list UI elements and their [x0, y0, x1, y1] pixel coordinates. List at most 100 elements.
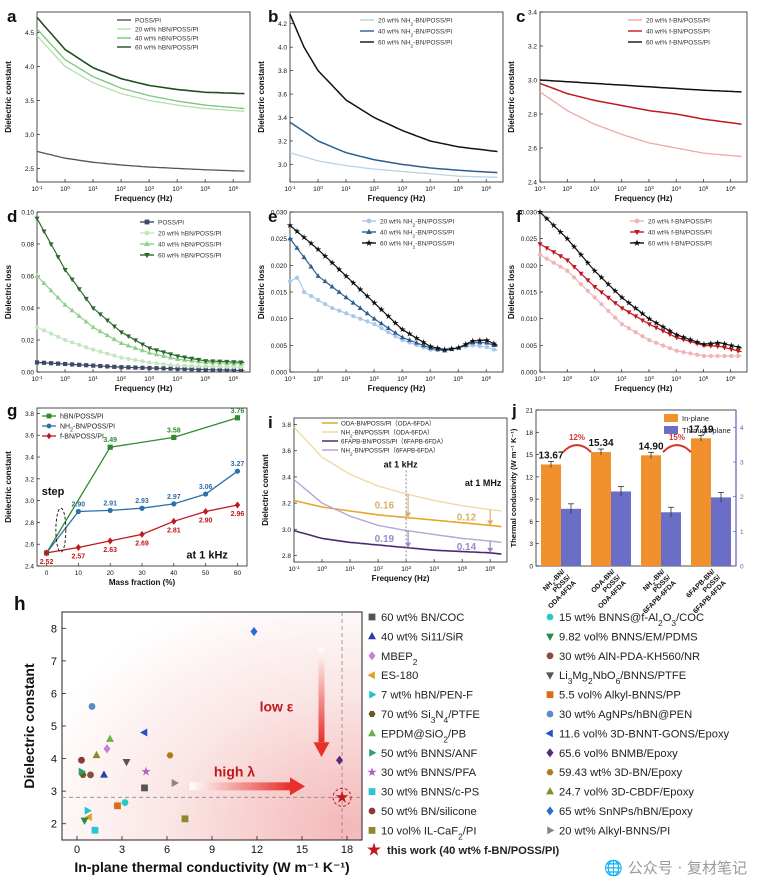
y-axis-label: Dielectric loss: [4, 264, 13, 319]
x-tick-label: 106: [481, 375, 491, 384]
data-point: [139, 342, 146, 348]
axes-frame: [539, 11, 748, 183]
data-point: [70, 340, 75, 345]
legend-entry: 30 wt% BNNS/c-PS: [381, 787, 479, 799]
data-label: 2.96: [231, 511, 245, 518]
panel-letter: d: [7, 207, 17, 226]
x-tick-label: 104: [425, 185, 435, 194]
data-point: [161, 366, 166, 371]
data-point: [378, 320, 384, 326]
data-point: [652, 319, 660, 326]
data-point: [55, 255, 61, 260]
data-point: [107, 444, 113, 450]
legend-entry: 70 wt% Si3N4/PTFE: [381, 709, 480, 725]
series-line-2: [36, 275, 245, 365]
legend-entry: 20 wt% f-BN/POSS/PI: [646, 18, 710, 25]
data-point: [175, 354, 181, 359]
bar-through-plane: [661, 512, 681, 566]
data-label: 2.57: [72, 553, 86, 560]
data-label: 2.97: [167, 494, 181, 501]
data-point: [97, 312, 103, 318]
panel-a: 2.5 3.0 3.5 4.0 4.5 10-1 100 101 102 103 104 105 106…: [4, 7, 251, 203]
data-point: [557, 228, 564, 235]
y-axis-label: Dielectric constant: [4, 451, 13, 523]
legend-entry: 20 wt% NH2-BN/POSS/PI: [378, 18, 452, 28]
step-ellipse: [55, 507, 67, 553]
data-point: [392, 319, 399, 326]
legend-marker: [367, 842, 381, 856]
data-point: [41, 229, 47, 235]
data-point: [140, 359, 145, 364]
legend-entry: 11.6 vol% 3D-BNNT-GONS/Epoxy: [559, 728, 730, 740]
y-axis-label: Dielectric constant: [21, 663, 37, 789]
legend-entry: 30 wt% AgNPs/hBN@PEN: [559, 709, 692, 721]
scatter-point: [106, 734, 114, 742]
x-tick-label: 101: [88, 185, 98, 194]
data-point: [673, 331, 680, 338]
data-point: [379, 326, 384, 331]
data-point: [210, 359, 216, 364]
y-tick-label: 3.0: [282, 527, 291, 534]
legend-marker: [546, 769, 554, 776]
panel-c: 2.4 2.6 2.8 3.0 3.2 3.4 10-1 100 101 102 103 104 105…: [507, 7, 748, 203]
data-point: [316, 297, 321, 303]
y-tick-label: 8: [51, 623, 57, 635]
data-point: [62, 302, 68, 307]
legend-entry: 20 wt% hBN/POSS/PI: [158, 231, 222, 238]
y-tick-label: 0.00: [21, 370, 34, 377]
data-point: [413, 334, 420, 341]
y-tick-label: 3.2: [528, 44, 537, 51]
data-point: [659, 323, 667, 330]
series-line-0: [539, 254, 742, 357]
legend: 20 wt% f-BN/POSS/PI 40 wt% f-BN/POSS/PI 60…: [628, 18, 710, 47]
y-tick-label: 3.0: [25, 132, 34, 139]
data-point: [448, 345, 455, 352]
y-tick-label: 21: [526, 408, 534, 415]
data-point: [43, 549, 50, 557]
y-tick-label: 4.0: [278, 45, 287, 52]
x-tick-label: 104: [671, 185, 681, 194]
data-point: [112, 353, 117, 358]
x-tick-label: 106: [228, 185, 238, 194]
data-point: [647, 338, 652, 343]
data-point: [55, 334, 61, 339]
data-point: [350, 279, 357, 286]
data-point: [639, 310, 646, 317]
series-line-1: [289, 121, 498, 174]
y2-tick-label: 1: [740, 529, 744, 536]
legend-entry: f-BN/POSS/PI: [60, 434, 104, 441]
y-tick-label: 0.005: [521, 343, 538, 350]
x-tick-label: 101: [345, 565, 355, 574]
y-tick-label: 0.02: [21, 338, 34, 345]
y-tick-label: 9: [529, 497, 533, 504]
data-point: [728, 347, 734, 353]
data-point: [626, 326, 631, 331]
data-point: [337, 308, 342, 313]
data-point: [688, 351, 693, 356]
legend-marker: [46, 432, 52, 440]
scatter-point: [181, 815, 189, 823]
data-point: [210, 364, 215, 369]
scatter-point: [84, 806, 92, 815]
data-point: [343, 272, 350, 279]
data-point: [483, 336, 491, 344]
x-tick-label: 3: [119, 844, 125, 856]
legend-marker: [144, 240, 150, 247]
x-tick-label: 100: [317, 565, 327, 574]
y-tick-label: 0.005: [271, 343, 288, 350]
scatter-point: [171, 779, 179, 787]
x-tick-label: 106: [726, 375, 736, 384]
data-point: [104, 318, 110, 324]
legend-marker: [546, 613, 554, 621]
x-tick-label: 100: [562, 185, 572, 194]
data-point: [126, 365, 131, 370]
data-point: [48, 287, 54, 293]
data-point: [364, 292, 371, 299]
x-tick-label: 106: [481, 185, 491, 194]
data-point: [551, 250, 557, 255]
y-tick-label: 2.5: [25, 166, 34, 173]
y-tick-label: 2.8: [282, 553, 291, 560]
data-point: [350, 299, 356, 305]
data-label: 3.76: [231, 408, 245, 415]
legend-marker: [368, 711, 376, 717]
